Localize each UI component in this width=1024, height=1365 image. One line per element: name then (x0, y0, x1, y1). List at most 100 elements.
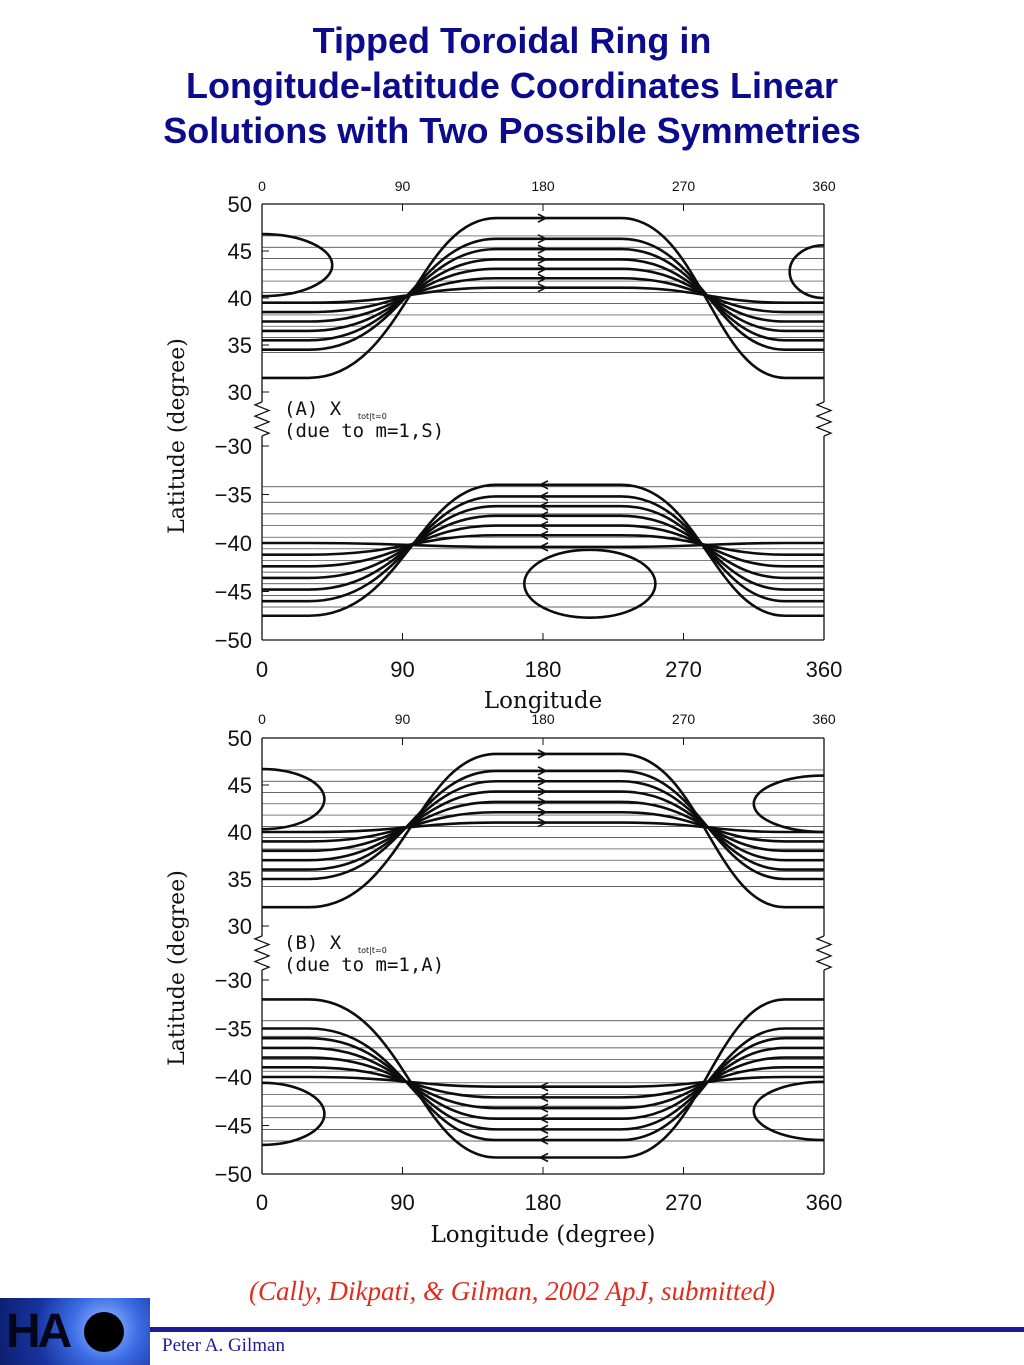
arrow-marker (538, 501, 549, 511)
lower-contours (262, 998, 824, 1159)
axis-break-right (815, 401, 833, 437)
y-tick-label: 45 (228, 239, 252, 264)
field-loop (262, 232, 334, 298)
arrow-marker (537, 234, 548, 244)
arrow-marker (538, 491, 549, 502)
field-line (262, 1027, 824, 1142)
field-line (262, 247, 824, 342)
panel-label-line2: (due to m=1,A) (284, 954, 444, 976)
arrow-marker (537, 766, 548, 776)
field-line (262, 483, 824, 618)
upper-contours (262, 216, 824, 380)
field-line (262, 286, 824, 304)
field-line (262, 533, 824, 556)
arrow-marker (537, 273, 548, 283)
y-tick-label: −30 (215, 434, 252, 459)
arrow-marker (538, 1135, 549, 1145)
field-line (262, 810, 824, 843)
x-tick-label-bottom: 180 (525, 657, 562, 682)
field-line (262, 800, 824, 853)
field-loop (262, 767, 326, 831)
x-tick-label-bottom: 0 (256, 657, 268, 682)
arrow-marker (538, 1103, 549, 1113)
field-line (262, 541, 824, 549)
arrow-marker (537, 244, 548, 254)
arrow-marker (538, 530, 549, 540)
y-tick-label: 30 (228, 380, 252, 405)
arrow-marker (538, 1113, 549, 1124)
x-tick-label-top: 180 (531, 711, 555, 727)
panel-label-subscript: tot|t=0 (358, 412, 387, 421)
x-axis-title: Longitude (484, 688, 602, 714)
field-line (262, 998, 824, 1159)
x-tick-label-top: 270 (672, 711, 696, 727)
field-loop (522, 548, 657, 619)
chart-panel-b: 0 0 90 90 180 180 270 270 360 360 50 45 40 35 30 −30 −35… (165, 711, 842, 1248)
arrow-marker (537, 282, 548, 293)
citation: (Cally, Dikpati, & Gilman, 2002 ApJ, sub… (249, 1276, 775, 1306)
y-tick-label: 45 (228, 773, 252, 798)
title-line-1: Tipped Toroidal Ring in (312, 20, 712, 61)
arrow-marker (537, 213, 548, 223)
arrow-marker (537, 786, 548, 797)
arrow-marker (537, 807, 548, 817)
panel-label-subscript: tot|t=0 (358, 946, 387, 955)
slide-title: Tipped Toroidal Ring in Longitude-latitu… (0, 18, 1024, 153)
field-line (262, 769, 824, 881)
logo-text: HA (6, 1305, 72, 1358)
arrow-marker (537, 749, 548, 759)
field-line (262, 524, 824, 568)
x-tick-label-top: 360 (812, 711, 836, 727)
arrow-marker (537, 817, 548, 828)
arrow-marker (537, 254, 548, 265)
author-name: Peter A. Gilman (162, 1335, 285, 1356)
upper-contours (262, 752, 824, 909)
y-tick-label: −50 (215, 628, 252, 653)
axis-break-left (253, 935, 271, 971)
axis-break-right (815, 935, 833, 971)
x-tick-label-top: 90 (395, 711, 411, 727)
field-loop (262, 1081, 326, 1147)
y-tick-label: −35 (215, 1017, 252, 1042)
field-line (262, 276, 824, 314)
field-line (262, 237, 824, 351)
arrow-marker (537, 776, 548, 786)
x-tick-label-top: 0 (258, 178, 266, 194)
field-line (262, 1036, 824, 1131)
y-tick-label: 50 (228, 726, 252, 751)
field-loop (752, 1080, 824, 1142)
x-tick-label-top: 360 (812, 178, 836, 194)
field-line (262, 258, 824, 333)
title-line-3: Solutions with Two Possible Symmetries (163, 110, 861, 151)
arrow-marker (538, 1152, 549, 1163)
figure: 0 0 90 90 180 180 270 270 360 360 50 45 40 35 30 −30 −35… (165, 178, 842, 1248)
arrow-marker (537, 797, 548, 807)
x-tick-label-bottom: 90 (390, 1190, 414, 1215)
arrow-marker (537, 264, 548, 274)
y-tick-label: −45 (215, 1114, 252, 1139)
field-line (262, 1066, 824, 1099)
x-tick-label-top: 0 (258, 711, 266, 727)
x-tick-label-bottom: 90 (390, 657, 414, 682)
field-line (262, 779, 824, 871)
y-tick-label: −45 (215, 580, 252, 605)
arrow-marker (538, 1081, 549, 1092)
arrow-marker (538, 511, 549, 521)
field-line (262, 1046, 824, 1121)
axis-break-left (253, 401, 271, 437)
field-line (262, 1075, 824, 1088)
y-tick-label: 40 (228, 820, 252, 845)
x-tick-label-bottom: 270 (665, 1190, 702, 1215)
field-line (262, 821, 824, 834)
x-axis-title: Longitude (degree) (431, 1222, 656, 1248)
y-tick-label: −35 (215, 483, 252, 508)
y-tick-label: 35 (228, 867, 252, 892)
x-tick-label-top: 270 (672, 178, 696, 194)
y-tick-label: −50 (215, 1162, 252, 1187)
lower-contours (262, 483, 824, 619)
y-tick-label: 40 (228, 286, 252, 311)
field-line (262, 1056, 824, 1110)
panel-label: (A) X (284, 398, 342, 420)
y-axis-title: Latitude (degree) (165, 870, 190, 1066)
x-tick-label-top: 180 (531, 178, 555, 194)
